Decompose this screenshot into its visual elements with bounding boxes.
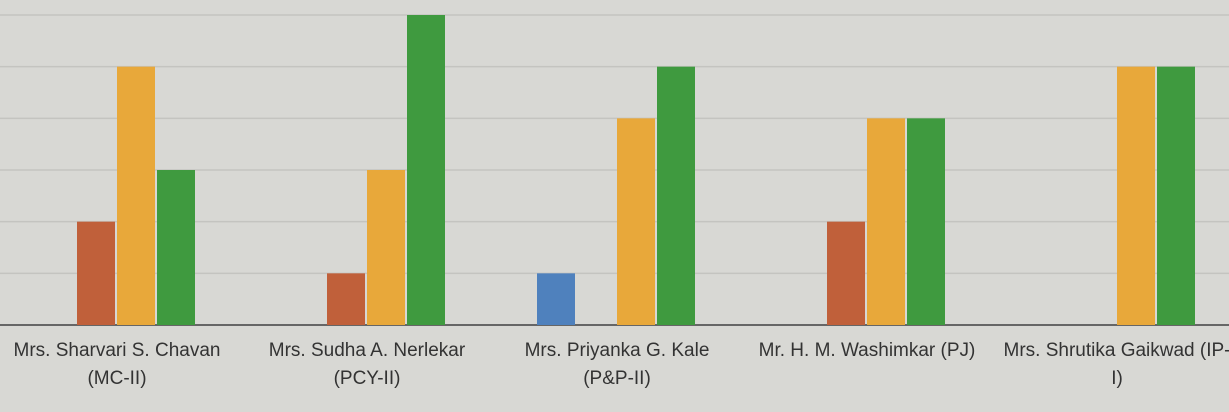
bar: [907, 118, 945, 325]
bar: [1117, 66, 1155, 326]
bar: [657, 66, 695, 326]
bar: [367, 170, 405, 325]
bar: [157, 170, 195, 325]
bar: [537, 273, 575, 325]
bar: [1157, 66, 1195, 326]
bar: [327, 273, 365, 325]
bar: [77, 221, 115, 325]
x-tick-label: Mrs. Priyanka G. Kale (P&P-II): [524, 340, 710, 389]
bar: [867, 118, 905, 325]
x-tick-label: Mrs. Shrutika Gaikwad (IP-I): [1003, 340, 1229, 389]
x-tick-label: Mrs. Sudha A. Nerlekar (PCY-II): [268, 340, 466, 389]
bar: [617, 118, 655, 325]
x-tick-label: Mr. H. M. Washimkar (PJ): [758, 340, 976, 361]
x-tick-label: Mrs. Sharvari S. Chavan (MC-II): [13, 340, 221, 389]
bar: [117, 66, 155, 326]
bar: [827, 221, 865, 325]
bar: [407, 15, 445, 325]
